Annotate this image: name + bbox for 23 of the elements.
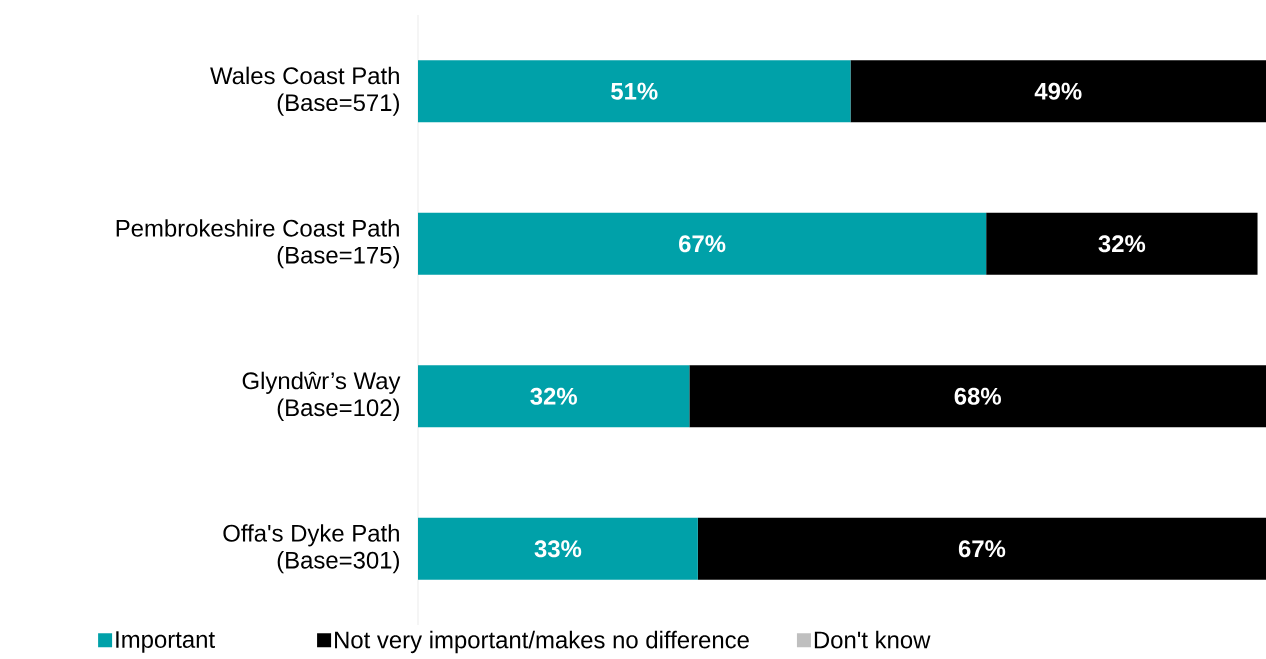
data-label: 68%	[954, 387, 1001, 405]
bar	[986, 212, 1258, 275]
data-label: 67%	[958, 540, 1006, 558]
legend-label: Not very important/makes no difference	[335, 630, 749, 654]
bar	[850, 60, 1266, 123]
legend-label: Don't know	[814, 630, 931, 649]
data-label: 49%	[1034, 82, 1082, 100]
y-tick-label: Pembrokeshire Coast Path (Base=175)	[116, 219, 399, 269]
data-label: 32%	[1098, 235, 1146, 253]
legend-label: Important	[116, 631, 215, 653]
bar	[689, 365, 1266, 428]
bar	[418, 212, 987, 275]
y-tick-label: Offa's Dyke Path (Base=301)	[223, 524, 399, 574]
y-tick-label: Wales Coast Path (Base=571)	[210, 66, 399, 116]
bar	[418, 365, 690, 428]
bar	[697, 517, 1266, 580]
data-label: 32%	[530, 387, 577, 405]
bar	[418, 60, 851, 123]
data-label: 67%	[679, 235, 726, 253]
data-label: 33%	[534, 540, 582, 558]
bar	[418, 517, 698, 580]
data-label: 51%	[611, 82, 658, 100]
y-tick-label: Glyndŵr’s Way (Base=102)	[242, 371, 401, 421]
